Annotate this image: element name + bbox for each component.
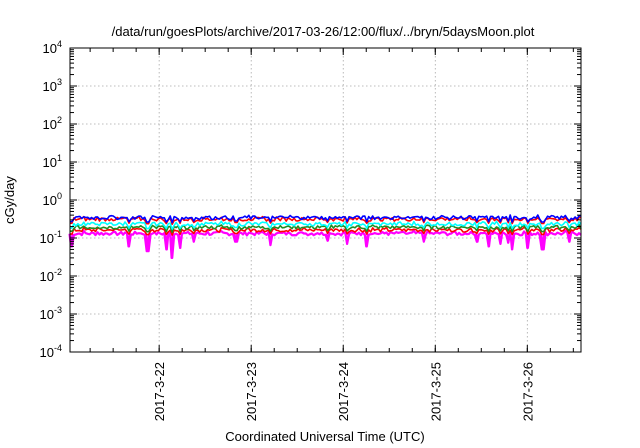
y-axis-label: cGy/day <box>2 176 17 224</box>
x-tick-label: 2017-3-22 <box>152 362 167 421</box>
y-tick-label: 10-2 <box>40 267 62 284</box>
series-line-0 <box>68 229 582 259</box>
y-tick-label: 10-3 <box>40 305 62 322</box>
y-axis: 10-4 10-3 10-2 10-1 100 101 102 103 104 <box>40 39 581 360</box>
y-tick-label: 103 <box>43 77 62 94</box>
y-tick-label: 102 <box>43 115 62 132</box>
y-tick-label: 104 <box>43 39 62 56</box>
y-tick-label: 101 <box>43 153 62 170</box>
series-line-5 <box>70 214 581 224</box>
series-line-4 <box>70 215 581 225</box>
x-axis: 2017-3-22 2017-3-23 2017-3-24 2017-3-25 2017… <box>89 48 574 421</box>
y-tick-label: 100 <box>43 191 62 208</box>
x-tick-label: 2017-3-26 <box>520 362 535 421</box>
series-line-3 <box>70 220 582 230</box>
x-tick-label: 2017-3-23 <box>244 362 259 421</box>
x-tick-label: 2017-3-25 <box>428 362 443 421</box>
chart-title: /data/run/goesPlots/archive/2017-03-26/1… <box>112 24 535 39</box>
x-axis-label: Coordinated Universal Time (UTC) <box>225 429 424 444</box>
x-tick-label: 2017-3-24 <box>336 362 351 421</box>
y-tick-label: 10-4 <box>40 343 62 360</box>
y-tick-label: 10-1 <box>40 229 62 246</box>
series-lines <box>68 214 582 259</box>
grid <box>70 48 581 352</box>
